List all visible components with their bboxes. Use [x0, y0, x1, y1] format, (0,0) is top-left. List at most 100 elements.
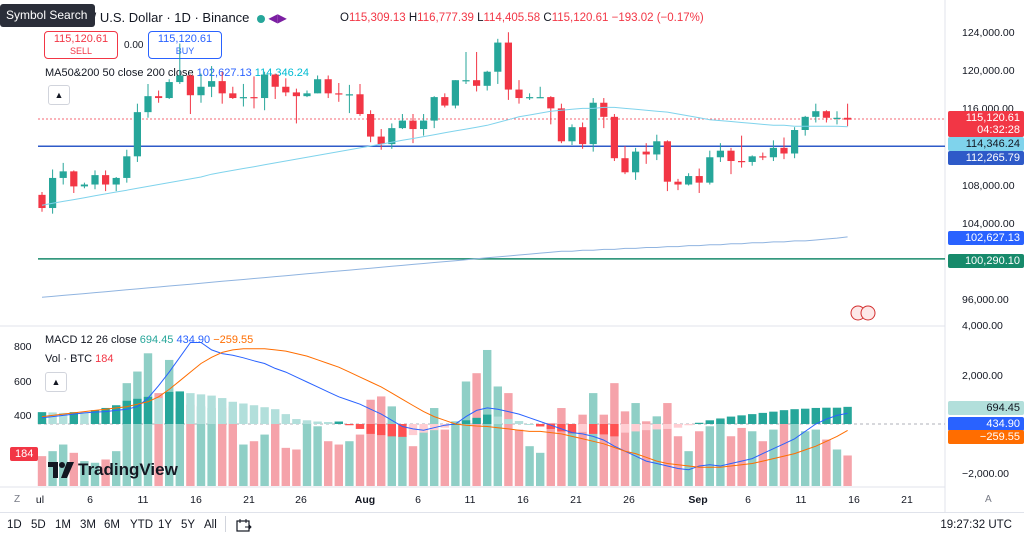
calendar-icon[interactable] [236, 518, 252, 532]
sell-button[interactable]: 115,120.61 SELL [44, 31, 118, 59]
volume-bar [631, 403, 640, 486]
time-axis-label: 26 [623, 494, 635, 506]
macd-hist-tag: 694.45 [948, 401, 1024, 415]
volume-bar [642, 421, 651, 486]
macd-histogram-bar [80, 412, 89, 424]
macd-histogram-bar [843, 406, 852, 424]
candle-body [441, 97, 449, 106]
candle-body [600, 102, 608, 117]
candle-body [70, 171, 78, 187]
symbol-title-text: Bitcoin / U.S. Dollar · 1D · Binance [50, 10, 250, 25]
volume-bar [90, 462, 100, 486]
candle-body [324, 79, 332, 94]
time-axis-label: 6 [415, 494, 421, 506]
candle-body [38, 194, 46, 209]
macd-histogram-bar [461, 420, 471, 424]
volume-bar [801, 431, 810, 486]
volume-bar [196, 406, 206, 486]
candle-body [229, 93, 237, 99]
macd-histogram-bar [228, 401, 237, 424]
time-axis-label: Sep [688, 494, 708, 506]
symbol-menu-icon[interactable]: ◀▶ [268, 11, 287, 25]
macd-histogram-bar [493, 416, 502, 424]
candle-body [769, 147, 777, 158]
candle-body [610, 116, 618, 159]
candle-body [271, 74, 279, 87]
macd-histogram-bar [175, 391, 184, 424]
candle-body [716, 150, 724, 158]
macd-histogram-bar [355, 424, 365, 429]
candle-body [727, 150, 735, 162]
volume-bar [769, 429, 778, 486]
time-axis-label: ul [35, 494, 45, 506]
zoom-icon[interactable]: Z [14, 494, 21, 505]
tradingview-logo-text: TradingView [78, 460, 178, 479]
volume-bar [525, 446, 534, 486]
candle-body [801, 116, 809, 130]
ma-legend[interactable]: MA50&200 50 close 200 close 102,627.13 1… [45, 67, 309, 79]
candle-body [292, 92, 300, 97]
candle-body [133, 112, 141, 157]
volume-bar [567, 432, 577, 486]
horizontal-line-green-tag: 100,290.10 [948, 254, 1024, 268]
auto-scale-button[interactable]: A [985, 494, 992, 505]
ma200-value: 102,627.13 [196, 67, 252, 79]
range-button-3m[interactable]: 3M [80, 519, 96, 531]
volume-legend[interactable]: Vol · BTC 184 [45, 353, 114, 365]
candle-body [197, 86, 205, 96]
range-button-1m[interactable]: 1M [55, 519, 71, 531]
candle-body [706, 157, 714, 183]
time-axis-label: 16 [848, 494, 860, 506]
price-axis-label: 104,000.00 [962, 218, 1015, 230]
range-button-5d[interactable]: 5D [31, 519, 46, 531]
buy-button[interactable]: 115,120.61 BUY [148, 31, 222, 59]
candle-body [642, 151, 650, 155]
time-axis-label: 16 [190, 494, 202, 506]
volume-bar [758, 441, 767, 486]
range-button-6m[interactable]: 6M [104, 519, 120, 531]
volume-bar [536, 452, 545, 486]
candle-body [176, 75, 184, 83]
candle-body [430, 97, 438, 121]
macd-legend[interactable]: MACD 12 26 close 694.45 434.90 −259.55 [45, 334, 253, 346]
macd-histogram-bar [684, 424, 693, 426]
candle-body [515, 89, 523, 99]
range-button-1d[interactable]: 1D [7, 519, 22, 531]
clock[interactable]: 19:27:32 UTC [940, 519, 1012, 531]
candle-body [833, 117, 841, 119]
volume-axis-label: 600 [14, 376, 32, 388]
volume-bar [122, 383, 131, 486]
symbol-title[interactable]: Bitcoin / U.S. Dollar · 1D · Binance ◀▶ [50, 10, 287, 25]
candle-body [208, 81, 216, 87]
range-button-1y[interactable]: 1Y [158, 519, 173, 531]
collapse-legend-button[interactable]: ▲ [48, 85, 70, 105]
macd-histogram-bar [673, 424, 683, 428]
macd-histogram-bar [207, 395, 216, 424]
economic-event-icon [860, 305, 876, 321]
price-axis-label: 108,000.00 [962, 180, 1015, 192]
range-button-ytd[interactable]: YTD [130, 519, 153, 531]
candle-body [218, 81, 226, 94]
collapse-indicators-button[interactable]: ▲ [45, 372, 67, 392]
volume-bar [366, 399, 375, 486]
candle-body [695, 176, 703, 183]
macd-histogram-bar [334, 421, 343, 424]
time-axis-label: 11 [795, 494, 807, 506]
macd-line [41, 342, 848, 471]
market-status-icon [257, 14, 266, 23]
high-value: 116,777.39 [417, 12, 474, 24]
macd-histogram-bar [631, 424, 640, 432]
candle-body [49, 177, 57, 209]
signal-tag: −259.55 [948, 430, 1024, 444]
range-button-5y[interactable]: 5Y [181, 519, 196, 531]
candle-body [632, 151, 640, 173]
time-axis-label: 16 [517, 494, 529, 506]
range-button-all[interactable]: All [204, 519, 217, 531]
candle-body [420, 120, 428, 130]
candle-body [568, 127, 576, 142]
volume-bar [737, 427, 746, 486]
time-axis-label: 11 [464, 494, 476, 506]
candle-body [674, 181, 682, 185]
candle-body [155, 96, 163, 99]
